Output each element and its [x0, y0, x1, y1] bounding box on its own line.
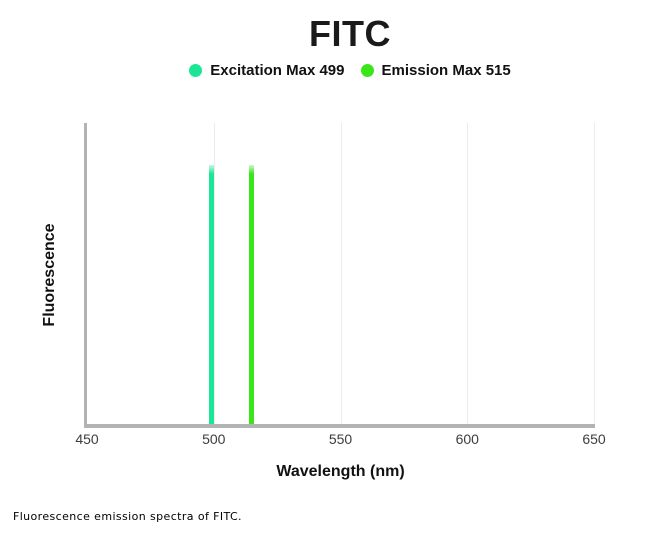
gridline-500: [213, 123, 215, 424]
plot-area: [87, 123, 595, 424]
legend-label: Excitation Max 499: [210, 62, 345, 79]
legend-label: Emission Max 515: [381, 62, 511, 79]
legend-item-emission[interactable]: Emission Max 515: [360, 62, 511, 79]
chart-header: FITC Excitation Max 499 Emission Max 515: [50, 0, 650, 79]
legend-dot-icon: [189, 64, 203, 77]
chart-legend: Excitation Max 499 Emission Max 515: [50, 62, 650, 79]
spectra-line-515nm: [249, 165, 255, 424]
figure-caption: Fluorescence emission spectra of FITC.: [13, 510, 242, 523]
legend-item-excitation[interactable]: Excitation Max 499: [189, 62, 345, 79]
x-tick-label-600: 600: [455, 431, 479, 447]
x-tick-label-550: 550: [328, 431, 353, 447]
x-tick-label-500: 500: [202, 431, 226, 447]
y-axis-title: Fluorescence: [41, 223, 58, 327]
gridline-650: [594, 123, 595, 424]
chart-title: FITC: [309, 13, 391, 54]
x-tick-label-450: 450: [75, 431, 99, 447]
x-tick-label-650: 650: [582, 431, 606, 447]
x-axis-line: [84, 424, 595, 428]
legend-dot-icon: [360, 64, 374, 77]
y-axis-line: [84, 123, 87, 428]
gridline-550: [340, 123, 342, 424]
x-tick-labels: 450 500 550 600 650: [75, 431, 605, 449]
spectra-line-499nm: [208, 165, 214, 424]
gridline-600: [467, 123, 469, 424]
x-axis-title: Wavelength (nm): [276, 463, 405, 480]
